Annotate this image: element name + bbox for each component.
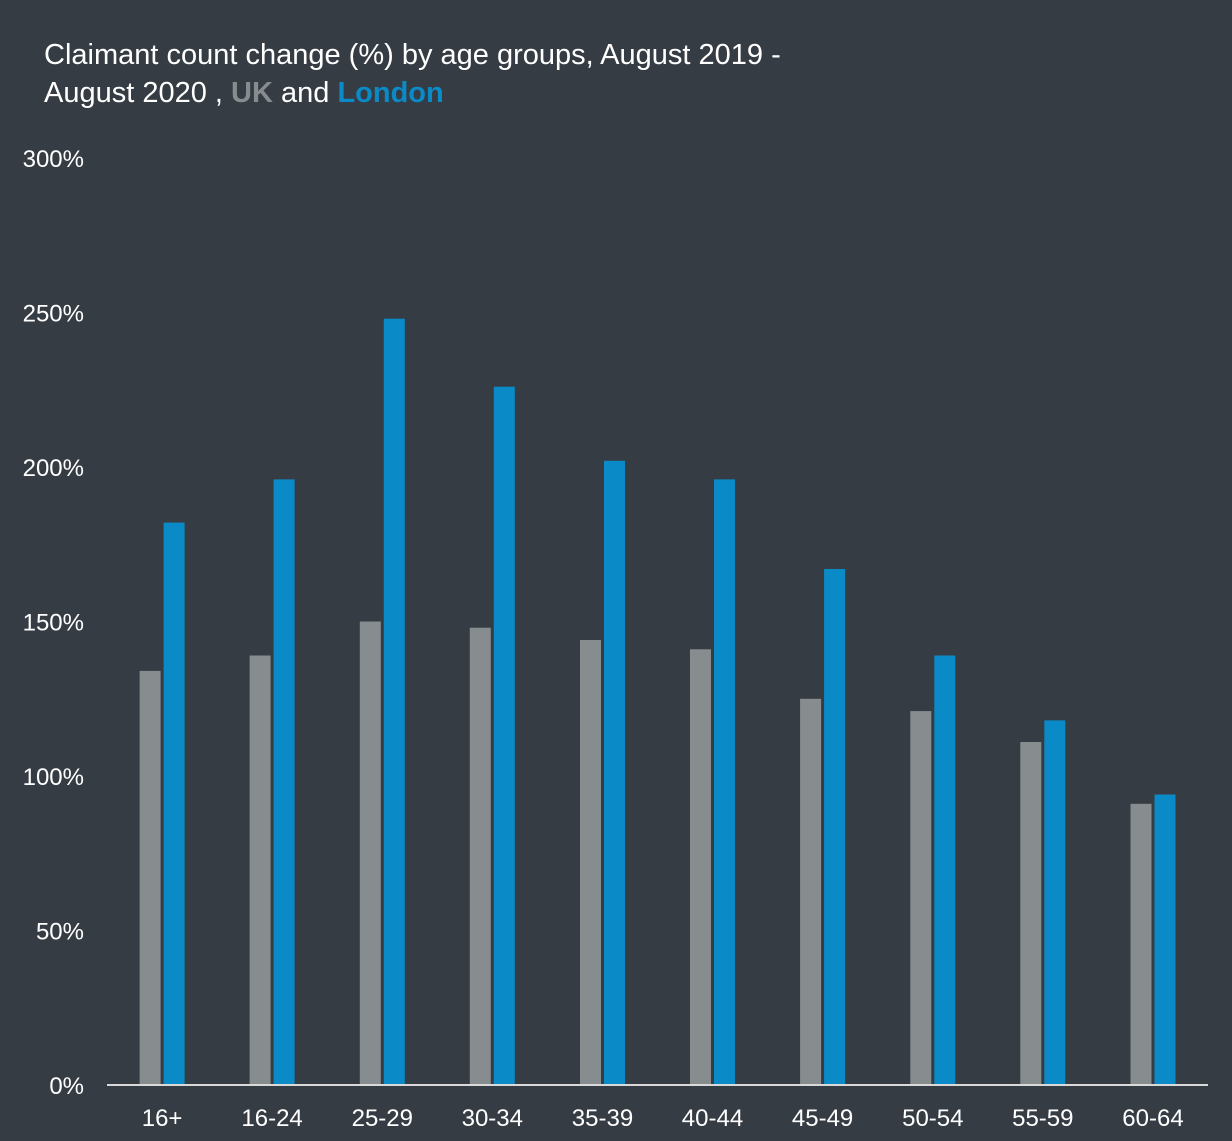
bar-uk-30-34 [469, 627, 491, 1085]
bar-uk-60-64 [1130, 803, 1152, 1085]
bar-uk-16-24 [249, 655, 271, 1085]
bar-uk-40-44 [690, 649, 711, 1085]
x-tick-label: 16-24 [241, 1105, 302, 1132]
bar-uk-45-49 [800, 698, 822, 1086]
bar-london-45-49 [824, 569, 846, 1085]
chart-title: Claimant count change (%) by age groups,… [44, 36, 1144, 112]
y-tick-label: 200% [23, 455, 84, 482]
y-tick-label: 0% [49, 1073, 84, 1100]
bar-london-55-59 [1044, 720, 1066, 1085]
y-tick-label: 50% [36, 919, 84, 946]
x-tick-label: 50-54 [902, 1105, 963, 1132]
x-tick-label: 16+ [142, 1105, 183, 1132]
x-tick-label: 55-59 [1012, 1105, 1073, 1132]
y-tick-label: 300% [23, 146, 84, 173]
bar-uk-25-29 [359, 621, 381, 1085]
x-tick-label: 40-44 [682, 1105, 743, 1132]
chart-title-line1: Claimant count change (%) by age groups,… [44, 39, 781, 71]
chart-title-prefix: August 2020 , [44, 77, 223, 109]
x-tick-label: 45-49 [792, 1105, 853, 1132]
x-tick-label: 25-29 [352, 1105, 413, 1132]
y-tick-label: 150% [23, 610, 84, 637]
bar-london-35-39 [604, 460, 625, 1085]
y-axis-ticks: 0% 50% 100% 150% 200% 250% 300% [23, 146, 84, 1100]
chart-title-london: London [337, 77, 444, 109]
bar-london-16-24 [273, 479, 295, 1085]
bar-london-40-44 [714, 479, 735, 1085]
bar-uk-55-59 [1020, 742, 1042, 1085]
bar-london-16+ [163, 522, 185, 1085]
bar-london-30-34 [493, 386, 515, 1085]
y-tick-label: 100% [23, 764, 84, 791]
x-tick-label: 35-39 [572, 1105, 633, 1132]
chart-title-line2: August 2020 , UK and London [44, 74, 1144, 112]
chart-title-connector: and [281, 77, 330, 109]
bars [139, 318, 1176, 1086]
y-tick-label: 250% [23, 301, 84, 328]
x-tick-label: 30-34 [462, 1105, 523, 1132]
x-axis-labels: 16+ 16-24 25-29 30-34 35-39 40-44 45-49 50-54 55… [142, 1105, 1184, 1132]
bar-uk-35-39 [580, 640, 601, 1085]
bar-london-25-29 [383, 318, 405, 1085]
bar-uk-50-54 [910, 711, 932, 1085]
chart-title-uk: UK [231, 77, 273, 109]
bar-london-60-64 [1154, 794, 1176, 1085]
bar-london-50-54 [934, 655, 956, 1085]
bar-uk-16+ [139, 670, 161, 1085]
x-tick-label: 60-64 [1122, 1105, 1183, 1132]
